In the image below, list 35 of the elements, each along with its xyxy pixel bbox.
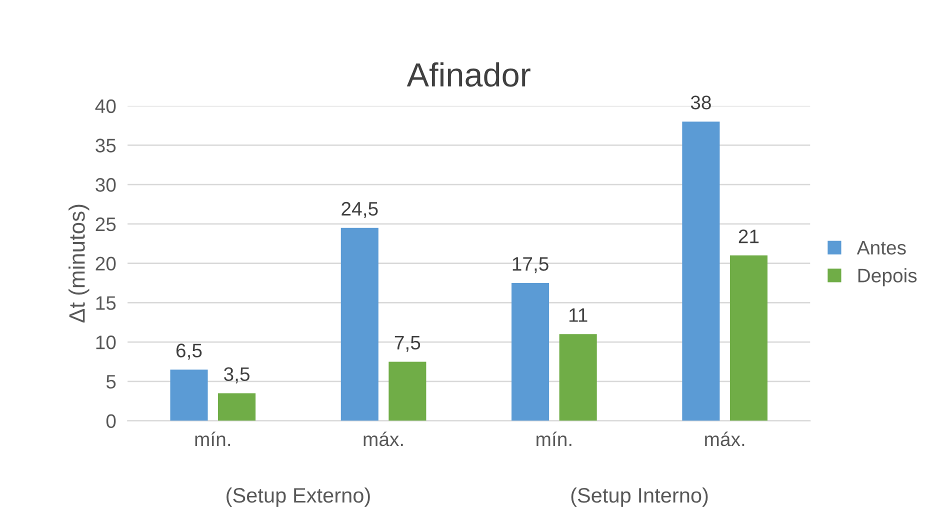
- y-tick-label: 5: [106, 375, 116, 389]
- data-label: 17,5: [512, 257, 548, 274]
- y-axis-title: Δt (minutos): [68, 204, 90, 323]
- bar: [340, 228, 378, 421]
- y-tick-label: 20: [96, 256, 116, 271]
- y-tick-label: 40: [95, 99, 116, 114]
- bar: [218, 393, 256, 421]
- y-tick-label: 15: [96, 296, 116, 310]
- data-label: 6,5: [176, 344, 202, 360]
- y-tick-label: 35: [96, 138, 116, 152]
- x-tick-label: mín.: [195, 432, 230, 446]
- bar: [559, 334, 597, 421]
- x-tick-label: máx.: [705, 432, 744, 446]
- y-tick-label: 0: [106, 414, 116, 428]
- legend-label: Depois: [858, 268, 917, 286]
- text: (Setup Interno): [571, 487, 708, 507]
- data-label: 38: [690, 96, 711, 110]
- y-tick-label: 30: [96, 178, 116, 192]
- data-label: 3,5: [224, 367, 250, 384]
- text: (Setup Externo): [226, 487, 370, 507]
- bar: [512, 282, 550, 421]
- data-label: 24,5: [342, 202, 378, 218]
- x-tick-label: máx.: [364, 432, 403, 446]
- bar: [730, 255, 768, 421]
- data-label: 11: [569, 308, 588, 322]
- data-label: 7,5: [394, 336, 420, 352]
- bar: [170, 370, 208, 421]
- bar: [388, 362, 426, 421]
- data-label: 21: [738, 229, 759, 244]
- legend-label: Antes: [856, 241, 906, 255]
- chart-title: Afinador: [406, 62, 530, 87]
- y-tick-label: 25: [96, 217, 116, 232]
- y-tick-label: 10: [96, 336, 116, 350]
- x-tick-label: mín.: [536, 432, 572, 446]
- bar: [682, 122, 720, 421]
